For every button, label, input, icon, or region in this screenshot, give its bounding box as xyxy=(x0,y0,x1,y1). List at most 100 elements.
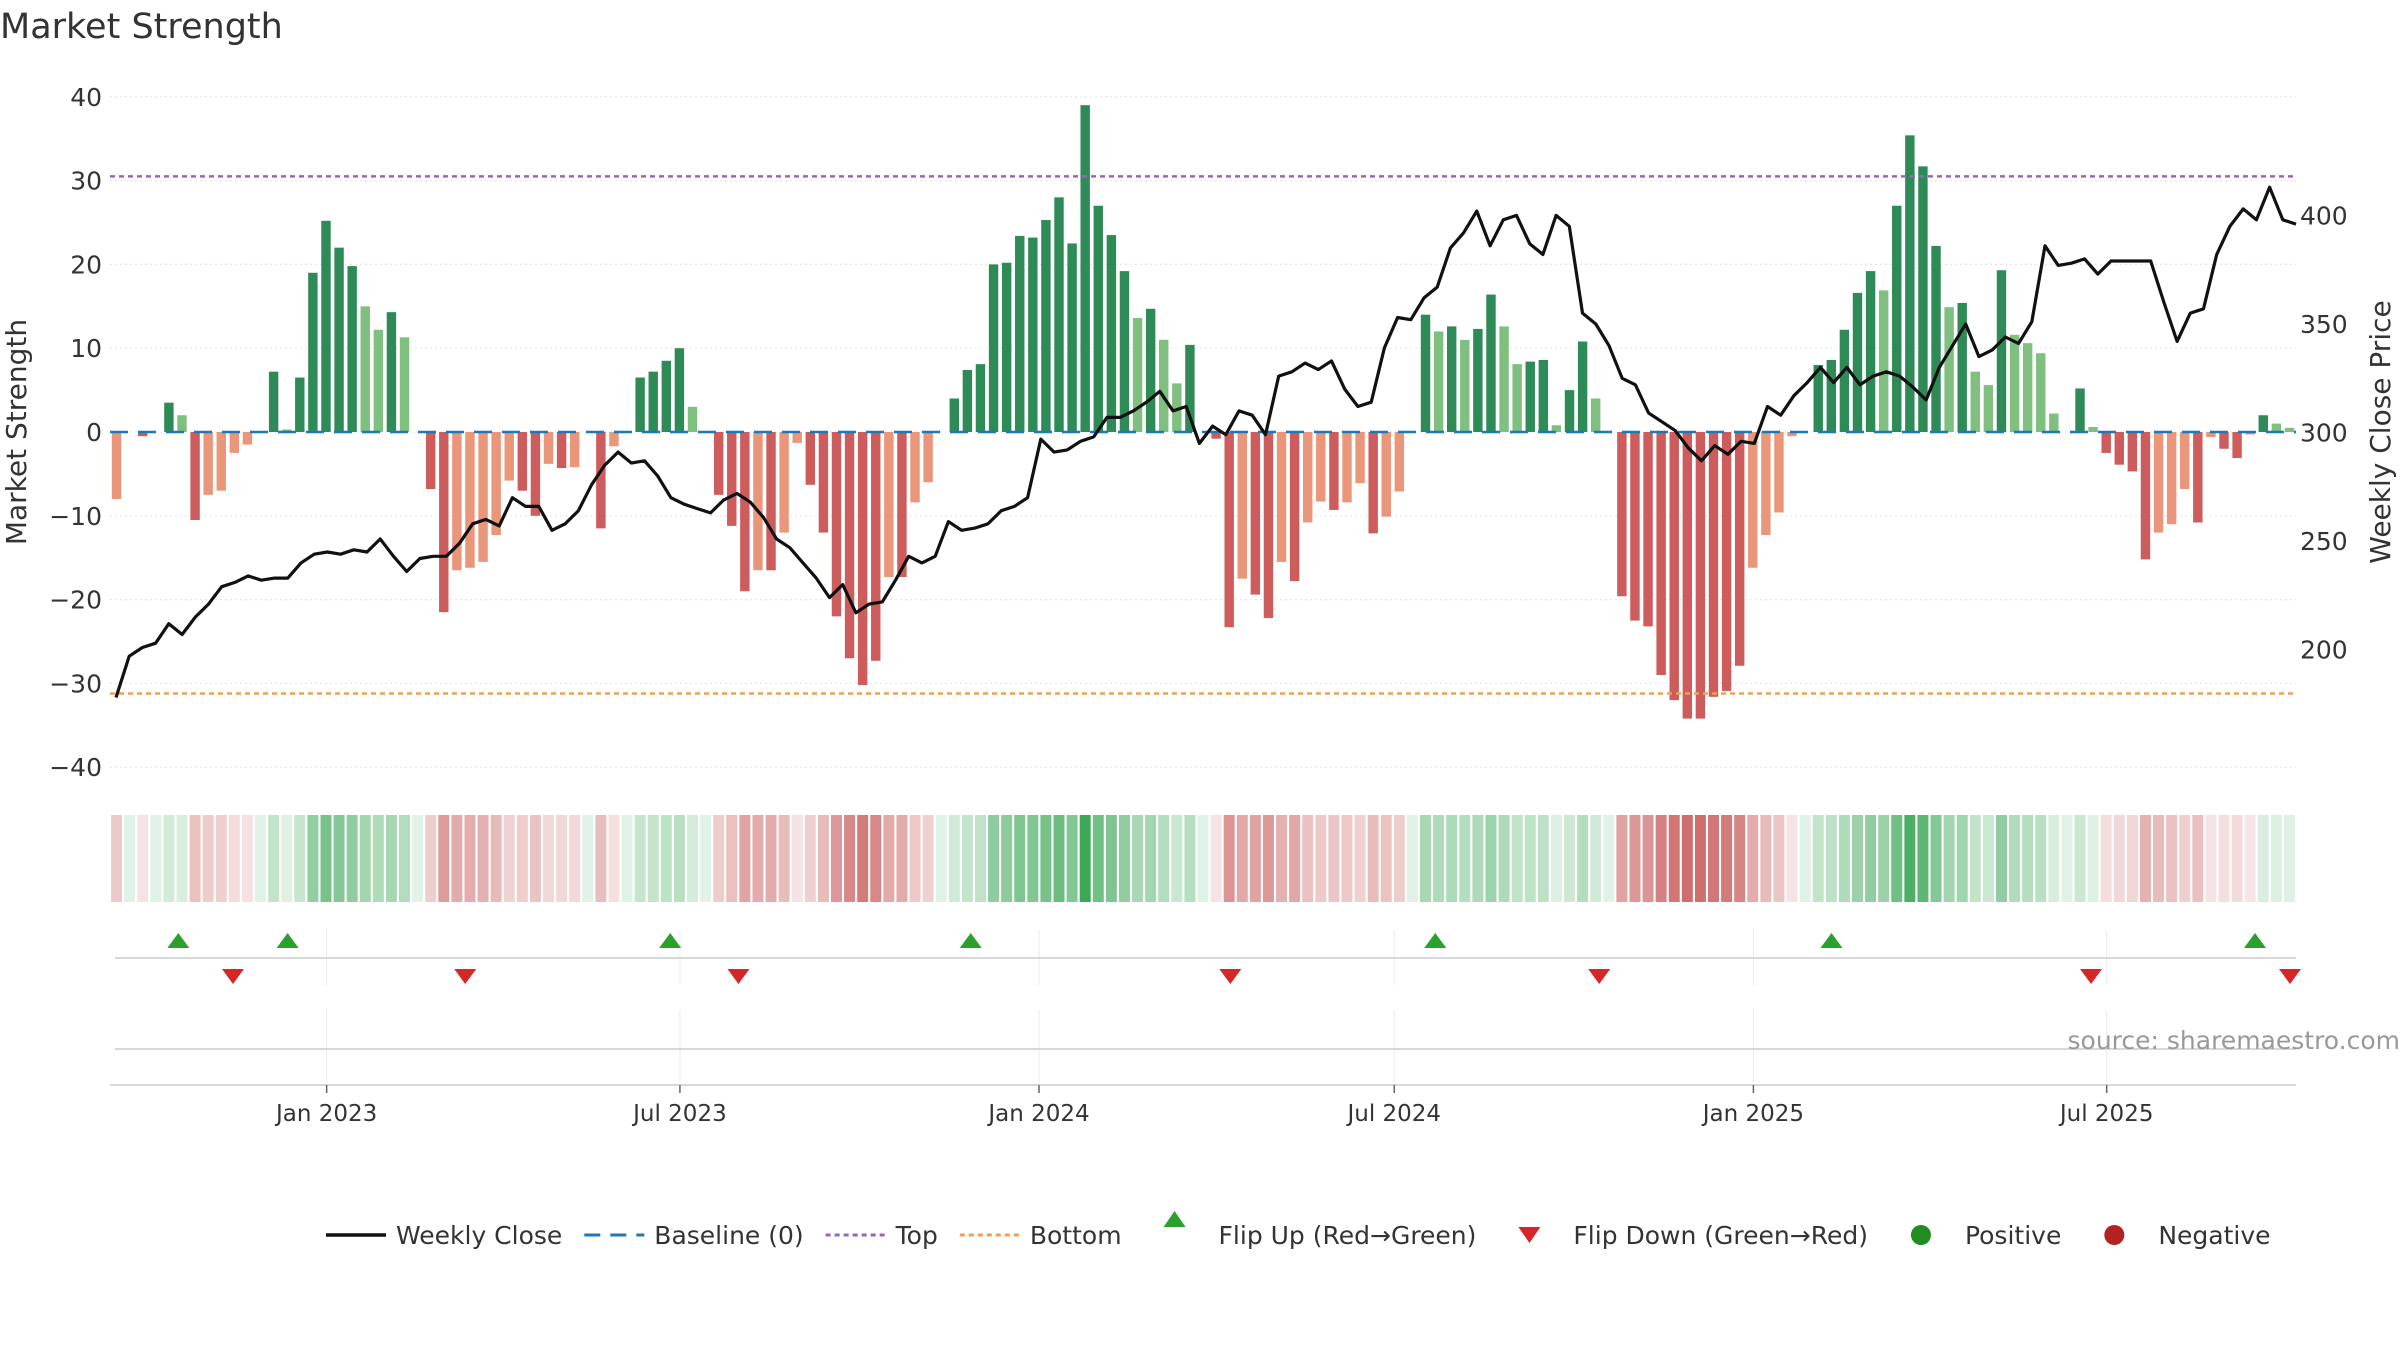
heat-cell xyxy=(1224,815,1235,902)
heat-cell xyxy=(1512,815,1523,902)
x-tick-label: Jan 2023 xyxy=(274,1101,377,1127)
strength-bar xyxy=(1303,432,1312,523)
heat-cell xyxy=(137,815,148,902)
strength-bar xyxy=(1774,432,1783,512)
strength-bar xyxy=(1329,432,1338,510)
legend-label: Positive xyxy=(1965,1221,2061,1250)
strength-bar xyxy=(1735,432,1744,666)
heat-cell xyxy=(229,815,240,902)
flip-down-marker xyxy=(1219,969,1241,984)
y-tick-label: −30 xyxy=(49,669,102,698)
heat-cell xyxy=(1211,815,1222,902)
legend-item: Baseline (0) xyxy=(584,1221,803,1250)
heat-cell xyxy=(530,815,541,902)
strength-bar xyxy=(334,248,343,432)
heat-cell xyxy=(281,815,292,902)
heat-cell xyxy=(766,815,777,902)
strength-bar xyxy=(1643,432,1652,626)
strength-bar xyxy=(1722,432,1731,691)
legend-item: Weekly Close xyxy=(326,1221,562,1250)
heat-cell xyxy=(831,815,842,902)
heat-cell xyxy=(478,815,489,902)
flip-markers xyxy=(115,933,2301,1049)
strength-bar xyxy=(374,330,383,432)
strength-bar xyxy=(2219,432,2228,449)
strength-bar xyxy=(1944,307,1953,432)
strength-bar xyxy=(1460,340,1469,432)
strength-bar xyxy=(2023,343,2032,432)
strength-bar xyxy=(675,348,684,432)
heat-cell xyxy=(1682,815,1693,902)
heat-cell xyxy=(2140,815,2151,902)
strength-bar xyxy=(439,432,448,612)
y-tick-label: −10 xyxy=(49,502,102,531)
flip-up-marker xyxy=(277,933,299,948)
heat-cell xyxy=(1355,815,1366,902)
flip-up-marker xyxy=(167,933,189,948)
strength-bar xyxy=(1512,364,1521,432)
heat-cell xyxy=(412,815,423,902)
heat-cell xyxy=(504,815,515,902)
heat-cell xyxy=(1983,815,1994,902)
heat-cell xyxy=(2035,815,2046,902)
strength-bar xyxy=(1539,360,1548,432)
strength-bar xyxy=(1133,318,1142,432)
heat-cell xyxy=(373,815,384,902)
heat-cell xyxy=(1669,815,1680,902)
strength-bar xyxy=(688,407,697,432)
strength-bar xyxy=(203,432,212,495)
heat-cell xyxy=(347,815,358,902)
grid-layer xyxy=(110,97,2296,1082)
strength-bar xyxy=(609,432,618,446)
heat-cell xyxy=(2153,815,2164,902)
strength-bar xyxy=(1434,331,1443,432)
strength-bar xyxy=(2167,432,2176,524)
flip-up-marker xyxy=(960,933,982,948)
strength-bar xyxy=(1630,432,1639,621)
strength-bar xyxy=(308,273,317,432)
strength-bar xyxy=(649,372,658,432)
heat-cell xyxy=(1917,815,1928,902)
strength-bar xyxy=(190,432,199,520)
x-tick-label: Jul 2023 xyxy=(631,1101,727,1127)
heat-cell xyxy=(975,815,986,902)
strength-bar xyxy=(491,432,500,535)
y-tick-label: 20 xyxy=(70,250,102,279)
strength-bar xyxy=(164,403,173,432)
flip-down-marker xyxy=(222,969,244,984)
heat-cell xyxy=(1865,815,1876,902)
strength-bar xyxy=(1827,360,1836,432)
strength-bar xyxy=(1080,105,1089,432)
x-tick-label: Jul 2025 xyxy=(2058,1101,2154,1127)
flip-up-marker xyxy=(1820,933,1842,948)
strength-bar xyxy=(662,361,671,432)
heat-cell xyxy=(203,815,214,902)
heat-cell xyxy=(1564,815,1575,902)
legend-swatch-triangle-up xyxy=(1164,1211,1186,1227)
y-tick-label: −20 xyxy=(49,586,102,615)
strength-bar xyxy=(1146,309,1155,432)
heat-cell xyxy=(923,815,934,902)
heat-cell xyxy=(334,815,345,902)
strength-bar xyxy=(1670,432,1679,700)
strength-bar xyxy=(2285,428,2294,432)
y-tick-label: 0 xyxy=(86,418,102,447)
heat-cell xyxy=(870,815,881,902)
heat-cell xyxy=(1957,815,1968,902)
strength-bar xyxy=(871,432,880,661)
heat-cell xyxy=(1551,815,1562,902)
heat-cell xyxy=(687,815,698,902)
heat-cell xyxy=(1459,815,1470,902)
strength-bar xyxy=(1067,243,1076,432)
strength-bar xyxy=(230,432,239,453)
heat-cell xyxy=(491,815,502,902)
strength-bar xyxy=(1355,432,1364,483)
heat-cell xyxy=(1446,815,1457,902)
strength-bar xyxy=(2101,432,2110,453)
flip-down-marker xyxy=(454,969,476,984)
heat-cell xyxy=(1381,815,1392,902)
strength-bar xyxy=(1997,270,2006,432)
flip-up-marker xyxy=(1424,933,1446,948)
strength-bar xyxy=(1290,432,1299,581)
